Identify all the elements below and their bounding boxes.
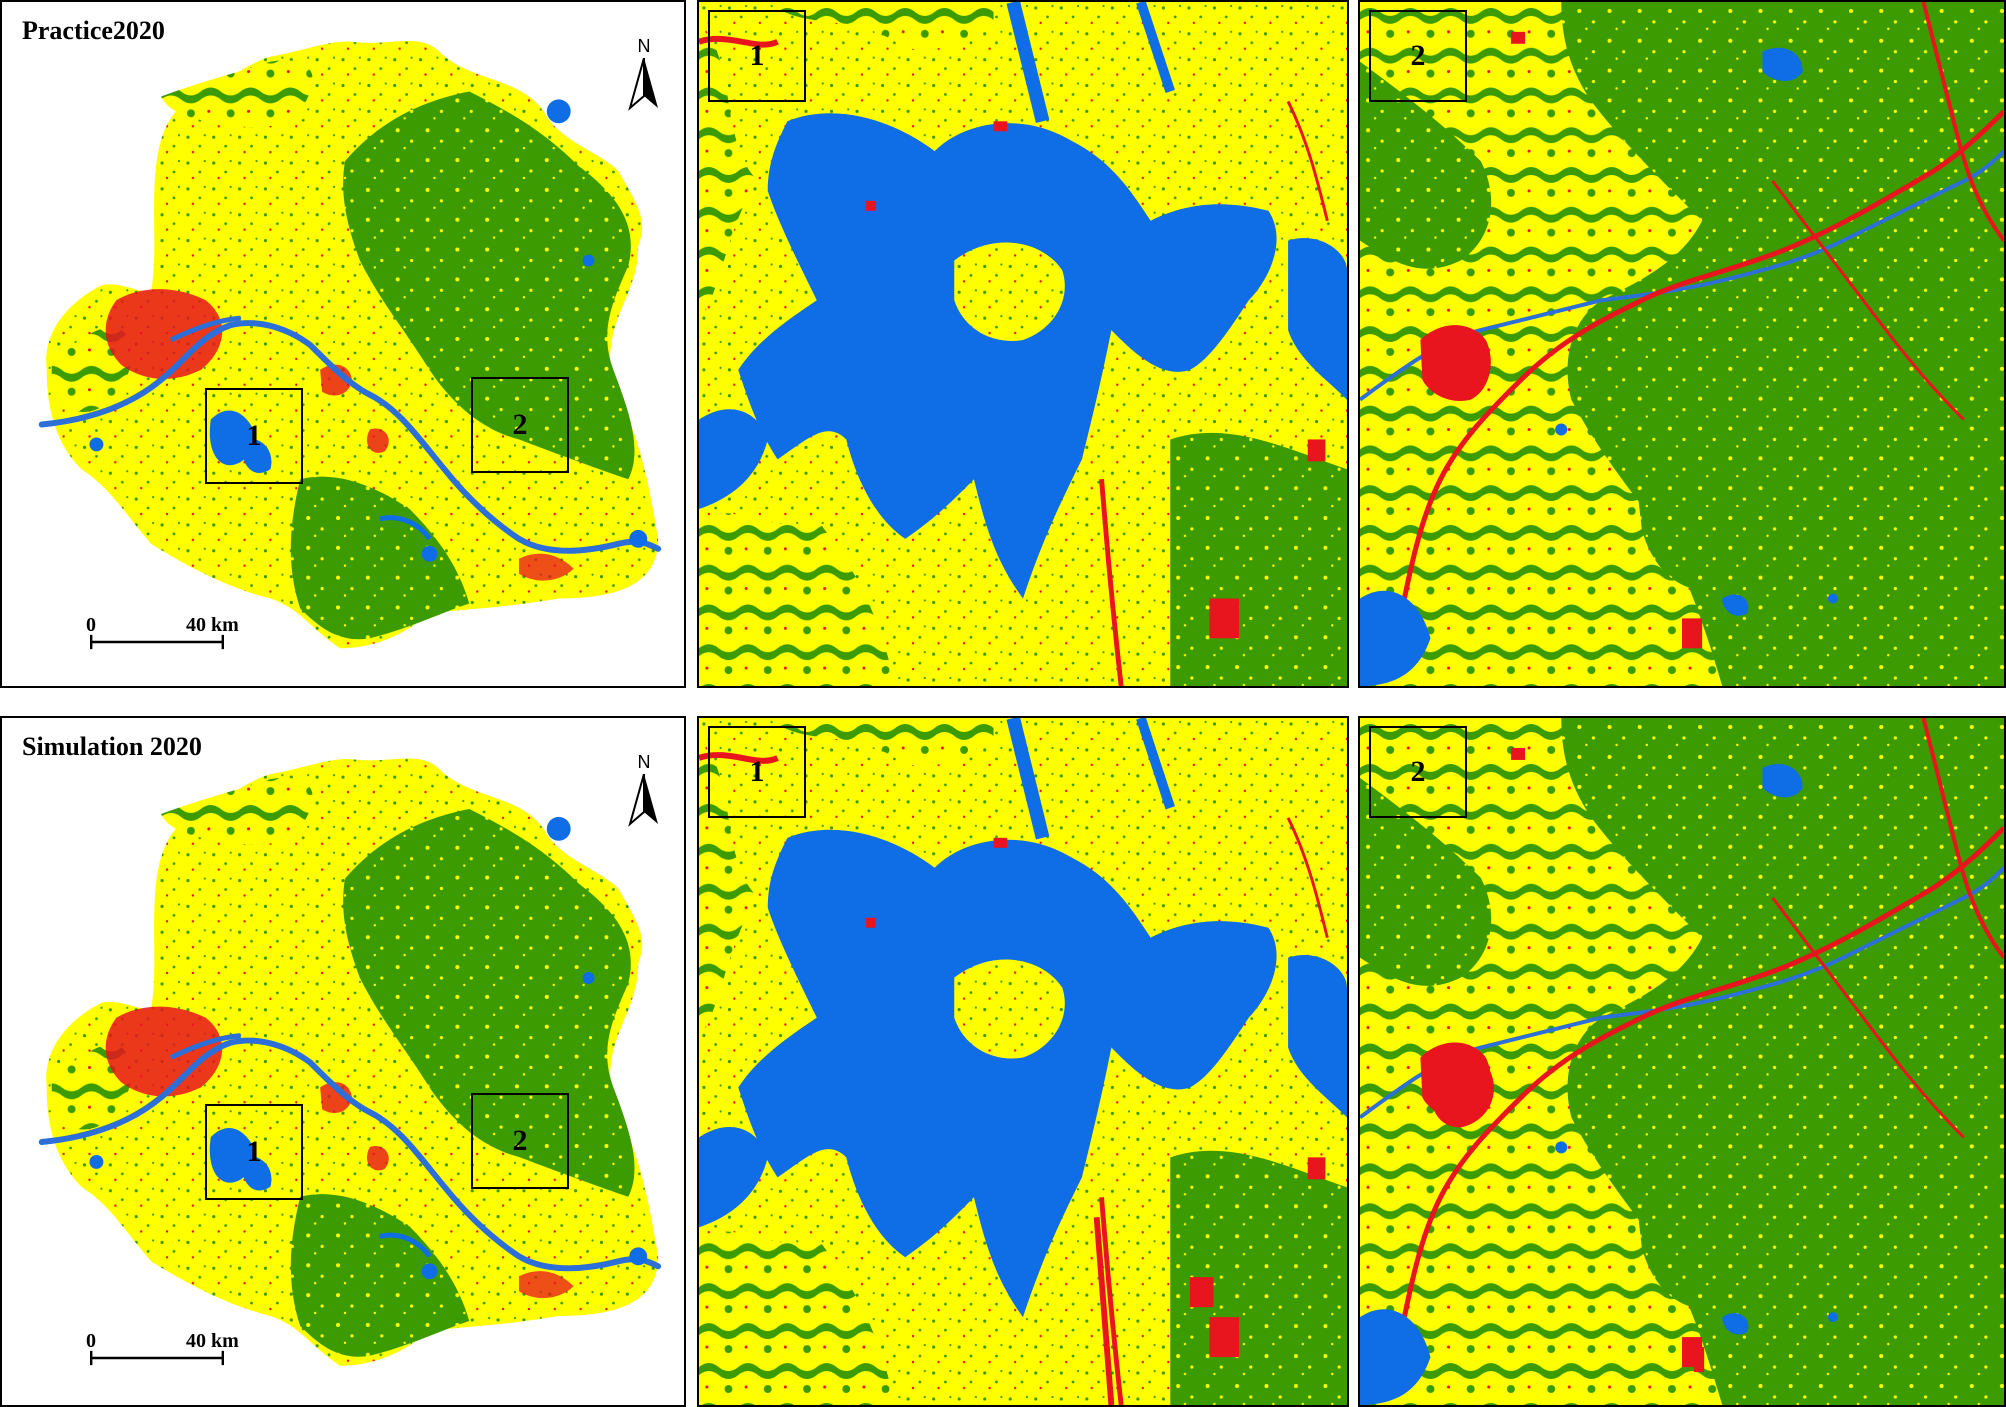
scale-bar-line xyxy=(90,634,224,650)
scale-bar-distance: 40 km xyxy=(186,1330,239,1352)
panel-title-practice: Practice2020 xyxy=(22,16,165,45)
inset-marker-2-simulation: 2 xyxy=(1369,726,1467,818)
inset-marker-label: 1 xyxy=(749,39,765,72)
zoom-map-1-simulation xyxy=(699,718,1347,1405)
scale-bar-practice: 0 40 km xyxy=(86,614,239,670)
zoom-marker-1-simulation: 1 xyxy=(205,1104,303,1200)
zoom-panel-1-practice: 1 xyxy=(697,0,1349,688)
scale-bar-zero: 0 xyxy=(86,614,96,636)
scale-bar-distance: 40 km xyxy=(186,614,239,636)
overview-map-simulation xyxy=(2,718,684,1405)
zoom-marker-label: 1 xyxy=(246,1135,262,1168)
zoom-marker-1-practice: 1 xyxy=(205,388,303,484)
inset-marker-1-practice: 1 xyxy=(708,10,806,102)
zoom-map-2-simulation xyxy=(1360,718,2004,1405)
north-arrow-letter: N xyxy=(637,36,651,56)
inset-marker-2-practice: 2 xyxy=(1369,10,1467,102)
zoom-marker-2-simulation: 2 xyxy=(471,1093,569,1189)
zoom-panel-2-simulation: 2 xyxy=(1358,716,2006,1407)
overview-map-practice xyxy=(2,2,684,686)
north-arrow-practice: N xyxy=(624,36,664,112)
zoom-panel-1-simulation: 1 xyxy=(697,716,1349,1407)
inset-marker-label: 1 xyxy=(749,755,765,788)
zoom-marker-label: 2 xyxy=(512,408,528,441)
zoom-map-1-practice xyxy=(699,2,1347,686)
zoom-map-2-practice xyxy=(1360,2,2004,686)
zoom-panel-2-practice: 2 xyxy=(1358,0,2006,688)
inset-marker-label: 2 xyxy=(1410,39,1426,72)
panel-title-simulation: Simulation 2020 xyxy=(22,732,202,761)
overview-panel-practice: Practice2020 N 0 40 km 1 2 xyxy=(0,0,686,688)
zoom-marker-label: 2 xyxy=(512,1124,528,1157)
north-arrow-letter: N xyxy=(637,752,651,772)
zoom-marker-label: 1 xyxy=(246,419,262,452)
scale-bar-line xyxy=(90,1350,224,1366)
scale-bar-simulation: 0 40 km xyxy=(86,1330,239,1386)
scale-bar-zero: 0 xyxy=(86,1330,96,1352)
north-arrow-simulation: N xyxy=(624,752,664,828)
inset-marker-1-simulation: 1 xyxy=(708,726,806,818)
overview-panel-simulation: Simulation 2020 N 0 40 km 1 2 xyxy=(0,716,686,1407)
inset-marker-label: 2 xyxy=(1410,755,1426,788)
zoom-marker-2-practice: 2 xyxy=(471,377,569,473)
north-arrow-icon xyxy=(629,58,659,109)
north-arrow-icon xyxy=(629,774,659,825)
